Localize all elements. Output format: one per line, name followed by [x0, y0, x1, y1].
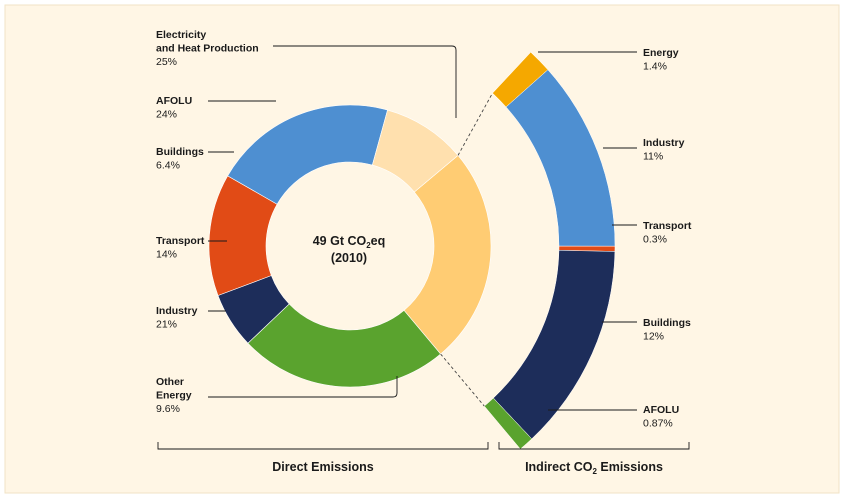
segment-name-text: Energy [643, 47, 679, 59]
slice-value-text: 6.4% [156, 160, 180, 172]
leader-line-6 [208, 376, 398, 398]
indirect-emissions-bracket [498, 442, 690, 450]
direct-emissions-ring [208, 104, 492, 388]
direct-emissions-title: Direct Emissions [272, 460, 373, 474]
slice-name-text: Buildings [156, 146, 204, 158]
direct-emissions-bracket [157, 442, 489, 450]
segment-value-text: 12% [643, 331, 664, 343]
direct-label-buildings: Buildings 6.4% [156, 146, 204, 172]
indirect-label-afolu: AFOLU 0.87% [643, 404, 679, 430]
slice-name-text: Transport [156, 235, 205, 247]
slice-value-text: 24% [156, 109, 177, 121]
segment-value-text: 0.87% [643, 418, 673, 430]
slice-name-text: and Heat Production [156, 43, 259, 55]
indirect-label-energy: Energy 1.4% [643, 47, 679, 73]
segment-name-text: AFOLU [643, 404, 679, 416]
direct-slice-electricity-and-heat-production [403, 154, 492, 355]
leader-lines [208, 45, 637, 411]
segment-value-text: 11% [643, 151, 663, 163]
center-total-label: 49 Gt CO2eq [313, 234, 386, 250]
dashed-connector-1 [457, 92, 493, 156]
direct-label-transport: Transport 14% [156, 235, 205, 261]
segment-value-text: 1.4% [643, 61, 667, 73]
direct-slice-afolu [247, 303, 442, 388]
indirect-label-buildings: Buildings 12% [643, 317, 691, 343]
segment-name-text: Transport [643, 220, 692, 232]
segment-name-text: Buildings [643, 317, 691, 329]
dashed-connector-2 [440, 353, 485, 407]
slice-name-text: Industry [156, 305, 198, 317]
indirect-segment-afolu [483, 397, 533, 450]
center-year-label: (2010) [331, 251, 367, 265]
slice-value-text: 14% [156, 249, 177, 261]
slice-value-text: 9.6% [156, 403, 180, 415]
slice-name-text: Other [156, 376, 184, 388]
slice-name-text: Energy [156, 390, 192, 402]
segment-value-text: 0.3% [643, 234, 667, 246]
indirect-label-industry: Industry 11% [643, 137, 685, 163]
slice-value-text: 21% [156, 319, 177, 331]
leader-line-1 [273, 45, 457, 118]
slice-name-text: Electricity [156, 29, 206, 41]
segment-name-text: Industry [643, 137, 685, 149]
indirect-label-transport: Transport 0.3% [643, 220, 692, 246]
indirect-emissions-title: Indirect CO2 Emissions [525, 460, 663, 476]
direct-label-industry: Industry 21% [156, 305, 198, 331]
slice-name-text: AFOLU [156, 95, 192, 107]
direct-label-afolu: AFOLU 24% [156, 95, 192, 121]
slice-value-text: 25% [156, 56, 177, 68]
indirect-emissions-arc [483, 51, 616, 450]
chart-panel-background [4, 4, 840, 494]
